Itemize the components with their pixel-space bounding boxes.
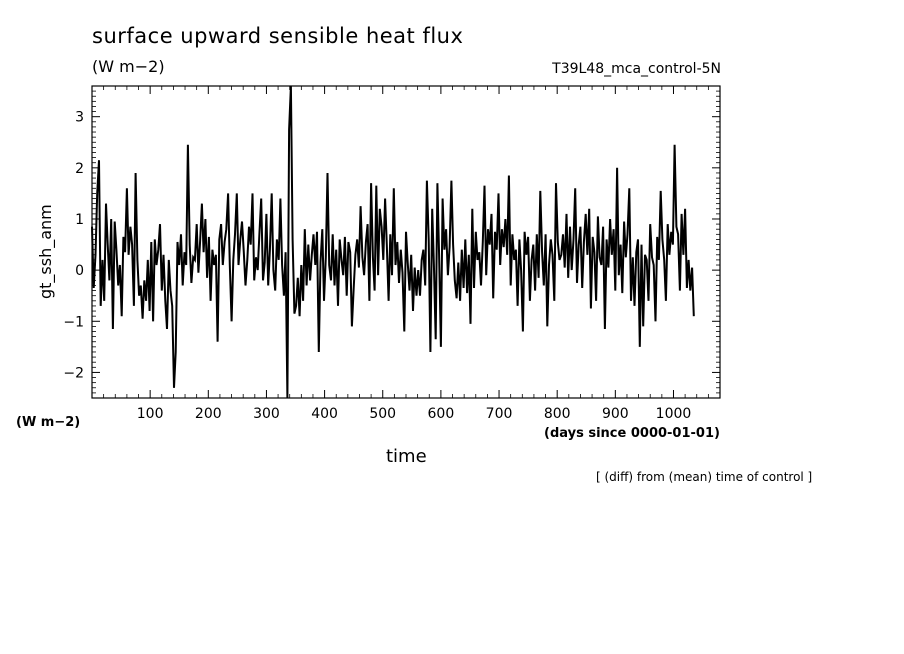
y-tick-label: 2	[75, 161, 84, 177]
x-tick-label: 600	[428, 406, 455, 422]
run-id-label: T39L48_mca_control-5N	[552, 61, 721, 77]
x-tick-label: 300	[253, 406, 280, 422]
diff-note: [ (diff) from (mean) time of control ]	[596, 470, 813, 484]
x-tick-label: 200	[195, 406, 222, 422]
y-tick-label: 0	[75, 263, 84, 279]
x-tick-label: 800	[544, 406, 571, 422]
x-tick-label: 700	[486, 406, 513, 422]
x-tick-label: 1000	[656, 406, 692, 422]
x-tick-label: 400	[311, 406, 338, 422]
x-axis-units: (days since 0000-01-01)	[544, 426, 720, 441]
y-tick-label: −1	[63, 314, 84, 330]
chart-title: surface upward sensible heat flux	[92, 24, 464, 48]
chart-units-label: (W m−2)	[92, 57, 165, 76]
y-tick-label: −2	[63, 365, 84, 381]
series-line	[91, 85, 695, 399]
x-tick-label: 100	[137, 406, 164, 422]
y-axis-units: (W m−2)	[16, 415, 81, 430]
y-tick-label: 1	[75, 212, 84, 228]
y-tick-label: 3	[75, 110, 84, 126]
x-tick-label: 900	[602, 406, 629, 422]
x-axis-title: time	[386, 446, 427, 467]
x-tick-label: 500	[369, 406, 396, 422]
